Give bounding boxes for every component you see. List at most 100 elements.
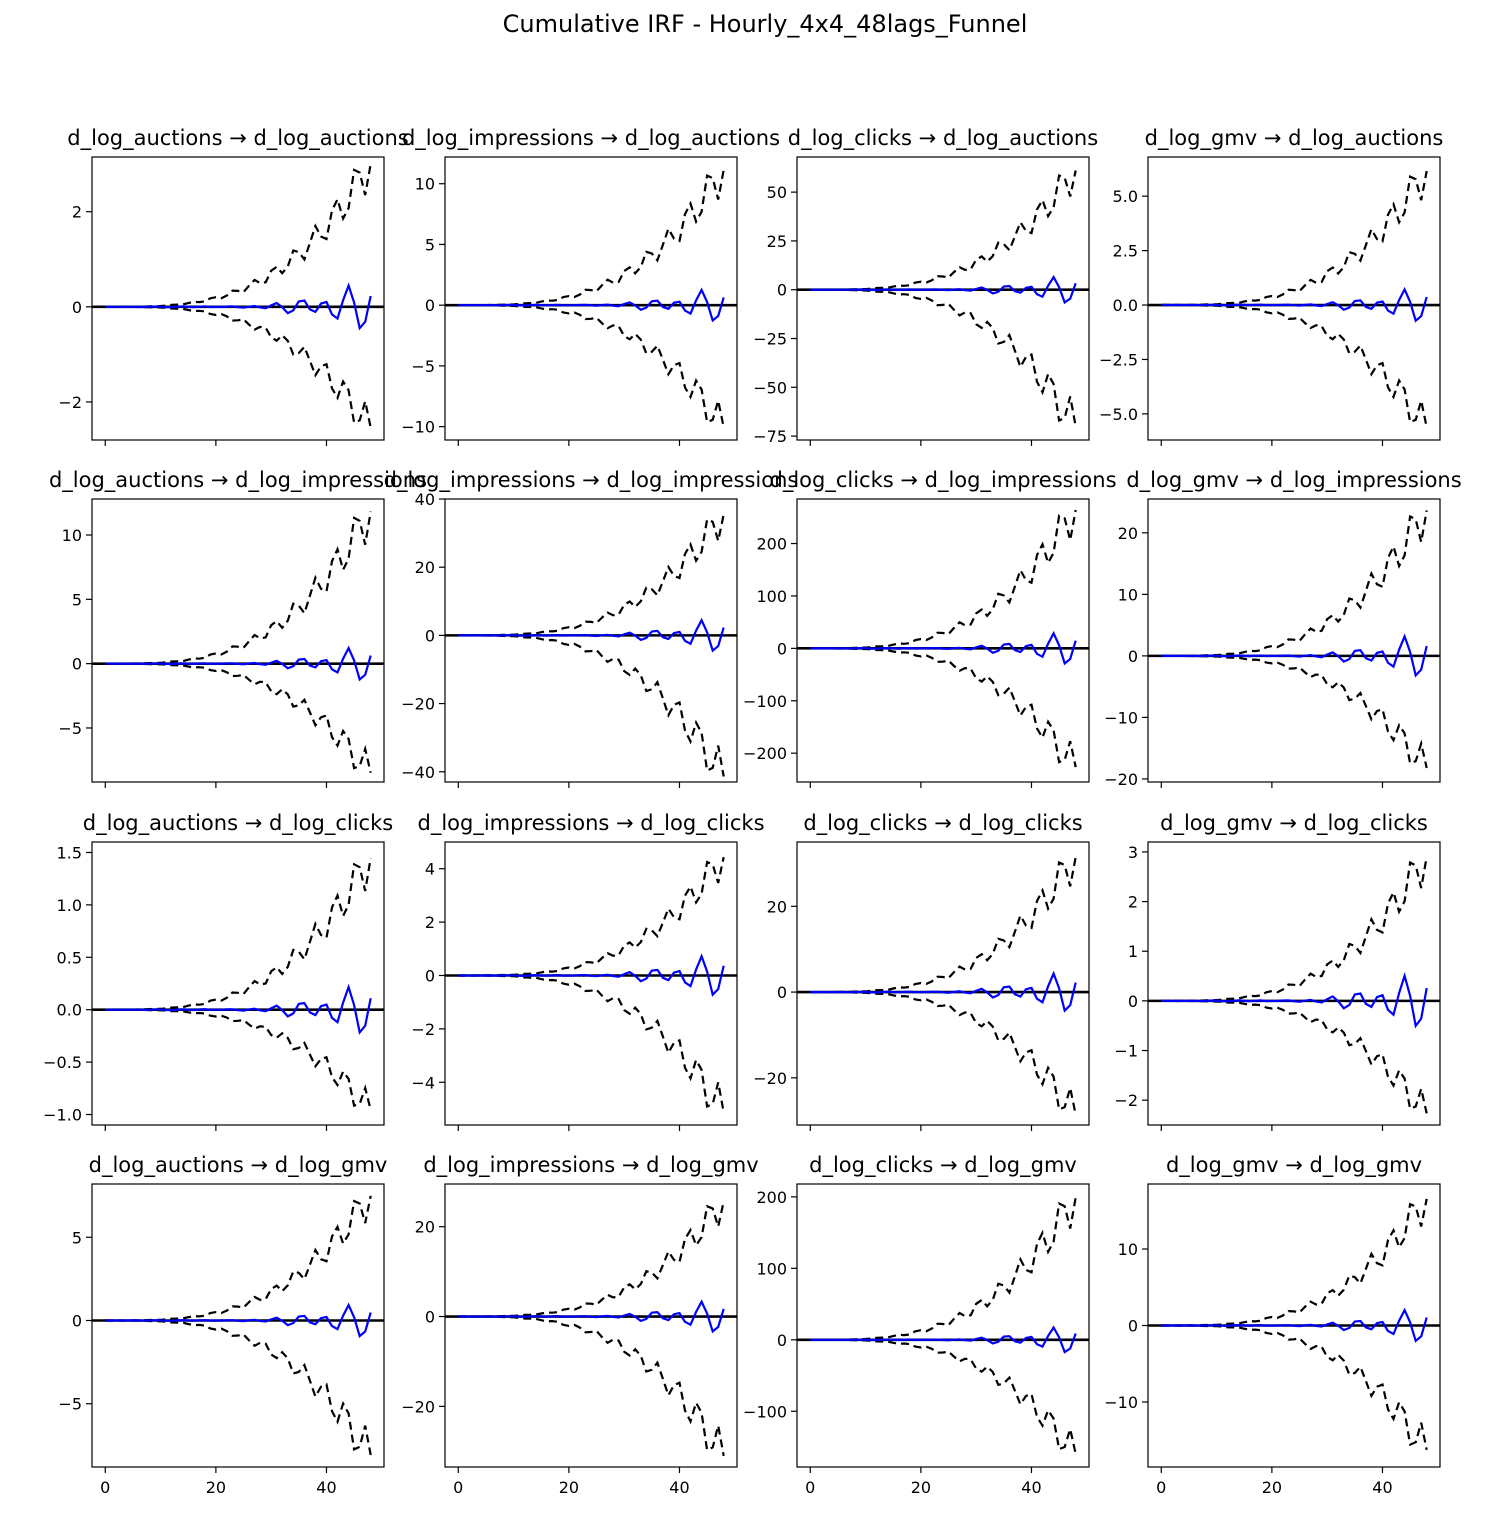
plot-area: [797, 170, 1089, 427]
lower-band-line: [810, 990, 1077, 1115]
y-tick-label: 2.5: [1113, 242, 1138, 261]
panel-frame: [91, 841, 385, 1126]
y-tick-label: 2: [72, 203, 82, 222]
irf-panel: d_log_gmv → d_log_gmv −10 0 10 0 20 40: [1104, 1153, 1441, 1497]
lower-band-line: [105, 305, 372, 428]
panel-title: d_log_auctions → d_log_gmv: [89, 1153, 388, 1178]
upper-band-line: [810, 1197, 1077, 1341]
panel-frame: [796, 841, 1090, 1126]
y-tick-label: 5.0: [1113, 187, 1138, 206]
x-tick-label: 0: [805, 1478, 815, 1497]
panel-title: d_log_impressions → d_log_gmv: [423, 1153, 758, 1178]
y-tick-label: 5: [72, 590, 82, 609]
plot-area: [797, 1197, 1089, 1455]
y-tick-label: 20: [415, 558, 435, 577]
y-tick-label: −2: [411, 1020, 435, 1039]
y-tick-label: 10: [1118, 1240, 1138, 1259]
irf-panel: d_log_impressions → d_log_auctions −10 −5 0…: [401, 126, 780, 446]
plot-area: [1148, 510, 1440, 769]
x-tick-label: 20: [559, 1478, 579, 1497]
panel-frame: [796, 498, 1090, 783]
y-tick-label: 10: [415, 175, 435, 194]
y-tick-label: −5.0: [1099, 405, 1138, 424]
upper-band-line: [810, 856, 1077, 994]
irf-line: [810, 630, 1077, 666]
y-tick-label: −4: [411, 1073, 435, 1092]
y-tick-label: 10: [62, 526, 82, 545]
irf-line: [458, 953, 725, 997]
plot-area: [92, 163, 384, 428]
plot-area: [797, 856, 1089, 1115]
upper-band-line: [105, 1195, 372, 1322]
x-tick-label: 0: [100, 1478, 110, 1497]
lower-band-line: [458, 304, 725, 428]
y-tick-label: 1.5: [57, 843, 82, 862]
irf-line: [458, 617, 725, 653]
y-tick-label: −5: [58, 1395, 82, 1414]
lower-band-line: [105, 1008, 372, 1111]
y-tick-label: 0: [425, 626, 435, 645]
irf-panel: d_log_clicks → d_log_clicks −20 0 20: [753, 811, 1090, 1131]
y-tick-label: −20: [753, 1069, 787, 1088]
y-tick-label: −2: [1114, 1091, 1138, 1110]
lower-band-line: [810, 1338, 1077, 1455]
y-tick-label: 0.5: [57, 948, 82, 967]
panel-frame: [1147, 498, 1441, 783]
y-tick-label: 20: [767, 897, 787, 916]
panel-frame: [796, 156, 1090, 441]
y-tick-label: −75: [753, 427, 787, 446]
irf-panel: d_log_gmv → d_log_clicks −2 −1 0 1 2 3: [1114, 811, 1441, 1131]
lower-band-line: [458, 974, 725, 1113]
y-tick-label: −10: [1104, 1393, 1138, 1412]
lower-band-line: [1161, 303, 1428, 428]
lower-band-line: [810, 288, 1077, 427]
plot-area: [797, 509, 1089, 768]
y-tick-label: −40: [401, 763, 435, 782]
x-tick-label: 20: [911, 1478, 931, 1497]
panel-frame: [1147, 156, 1441, 441]
upper-band-line: [1161, 170, 1428, 307]
y-tick-label: 1.0: [57, 896, 82, 915]
y-tick-label: 100: [756, 1259, 787, 1278]
upper-band-line: [810, 509, 1077, 650]
irf-line: [105, 1302, 372, 1339]
y-tick-label: 200: [756, 1188, 787, 1207]
y-tick-label: −5: [58, 719, 82, 738]
upper-band-line: [1161, 510, 1428, 658]
y-tick-label: 0: [72, 655, 82, 674]
upper-band-line: [810, 170, 1077, 291]
y-tick-label: −100: [743, 1402, 787, 1421]
y-tick-label: 20: [415, 1218, 435, 1237]
panel-frame: [444, 156, 738, 441]
panel-title: d_log_clicks → d_log_auctions: [788, 126, 1098, 151]
panel-title: d_log_auctions → d_log_impressions: [49, 468, 427, 493]
irf-panel: d_log_auctions → d_log_auctions −2 0 2: [58, 126, 409, 446]
y-tick-label: 20: [1118, 524, 1138, 543]
figure-title: Cumulative IRF - Hourly_4x4_48lags_Funne…: [502, 10, 1028, 38]
irf-line: [105, 983, 372, 1035]
plot-area: [1148, 170, 1440, 428]
irf-line: [1161, 1307, 1428, 1343]
irf-line: [458, 1299, 725, 1334]
panel-title: d_log_gmv → d_log_auctions: [1145, 126, 1444, 151]
y-tick-label: 0: [72, 1312, 82, 1331]
irf-line: [1161, 286, 1428, 323]
irf-panel: d_log_clicks → d_log_impressions −200 −100…: [743, 468, 1117, 788]
y-tick-label: 25: [767, 232, 787, 251]
y-tick-label: 0: [425, 966, 435, 985]
y-tick-label: 0: [777, 281, 787, 300]
x-tick-label: 0: [453, 1478, 463, 1497]
y-tick-label: −10: [1104, 708, 1138, 727]
lower-band-line: [458, 1315, 725, 1457]
x-tick-label: 20: [1262, 1478, 1282, 1497]
irf-panel: d_log_impressions → d_log_impressions −40…: [384, 468, 798, 788]
lower-band-line: [1161, 1324, 1428, 1451]
irf-line: [1161, 972, 1428, 1029]
y-tick-label: −5: [411, 357, 435, 376]
panel-frame: [91, 1183, 385, 1468]
x-tick-label: 20: [206, 1478, 226, 1497]
y-tick-label: 2: [1128, 893, 1138, 912]
panel-frame: [444, 841, 738, 1126]
irf-line: [810, 274, 1077, 305]
irf-panel: d_log_auctions → d_log_gmv −5 0 5 0 20 40: [58, 1153, 387, 1497]
